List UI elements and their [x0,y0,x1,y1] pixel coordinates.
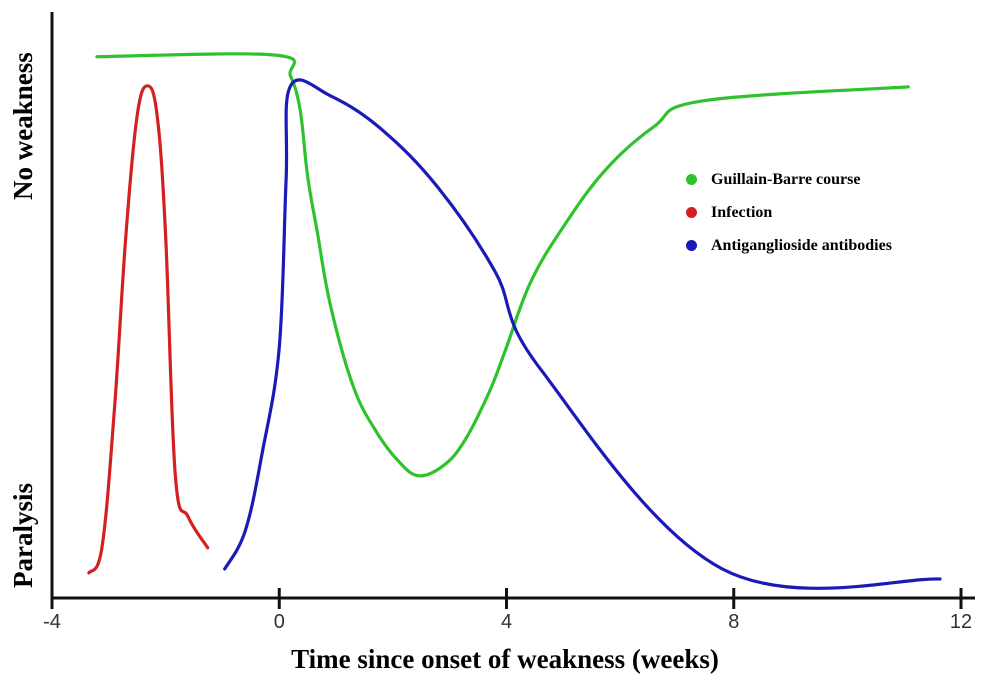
series-guillain-barre-line [95,52,910,478]
legend-dot-red-icon [686,207,697,218]
legend: Guillain-Barre course Infection Antigang… [686,163,892,262]
legend-dot-blue-icon [686,240,697,251]
series-infection-line [87,84,210,575]
series-group [87,52,942,590]
series-antiganglioside-line [223,78,942,590]
x-tick-label: 0 [274,611,285,633]
y-axis-label-bottom: Paralysis [8,483,38,588]
legend-label: Guillain-Barre course [711,170,861,188]
y-axis-label-top: No weakness [8,52,38,200]
x-tick-label: 8 [728,611,739,633]
legend-label: Antiganglioside antibodies [711,236,892,254]
x-tick-label: 4 [501,611,512,633]
legend-item-antiganglioside: Antiganglioside antibodies [686,229,892,262]
legend-item-guillain-barre: Guillain-Barre course [686,163,892,196]
legend-dot-green-icon [686,174,697,185]
x-tick-label: -4 [43,611,61,633]
legend-label: Infection [711,203,773,221]
x-axis-label: Time since onset of weakness (weeks) [291,644,719,674]
x-tick-label: 12 [950,611,972,633]
x-ticks: -4 0 4 8 12 [43,588,972,633]
legend-item-infection: Infection [686,196,892,229]
axes: -4 0 4 8 12 [43,12,975,633]
